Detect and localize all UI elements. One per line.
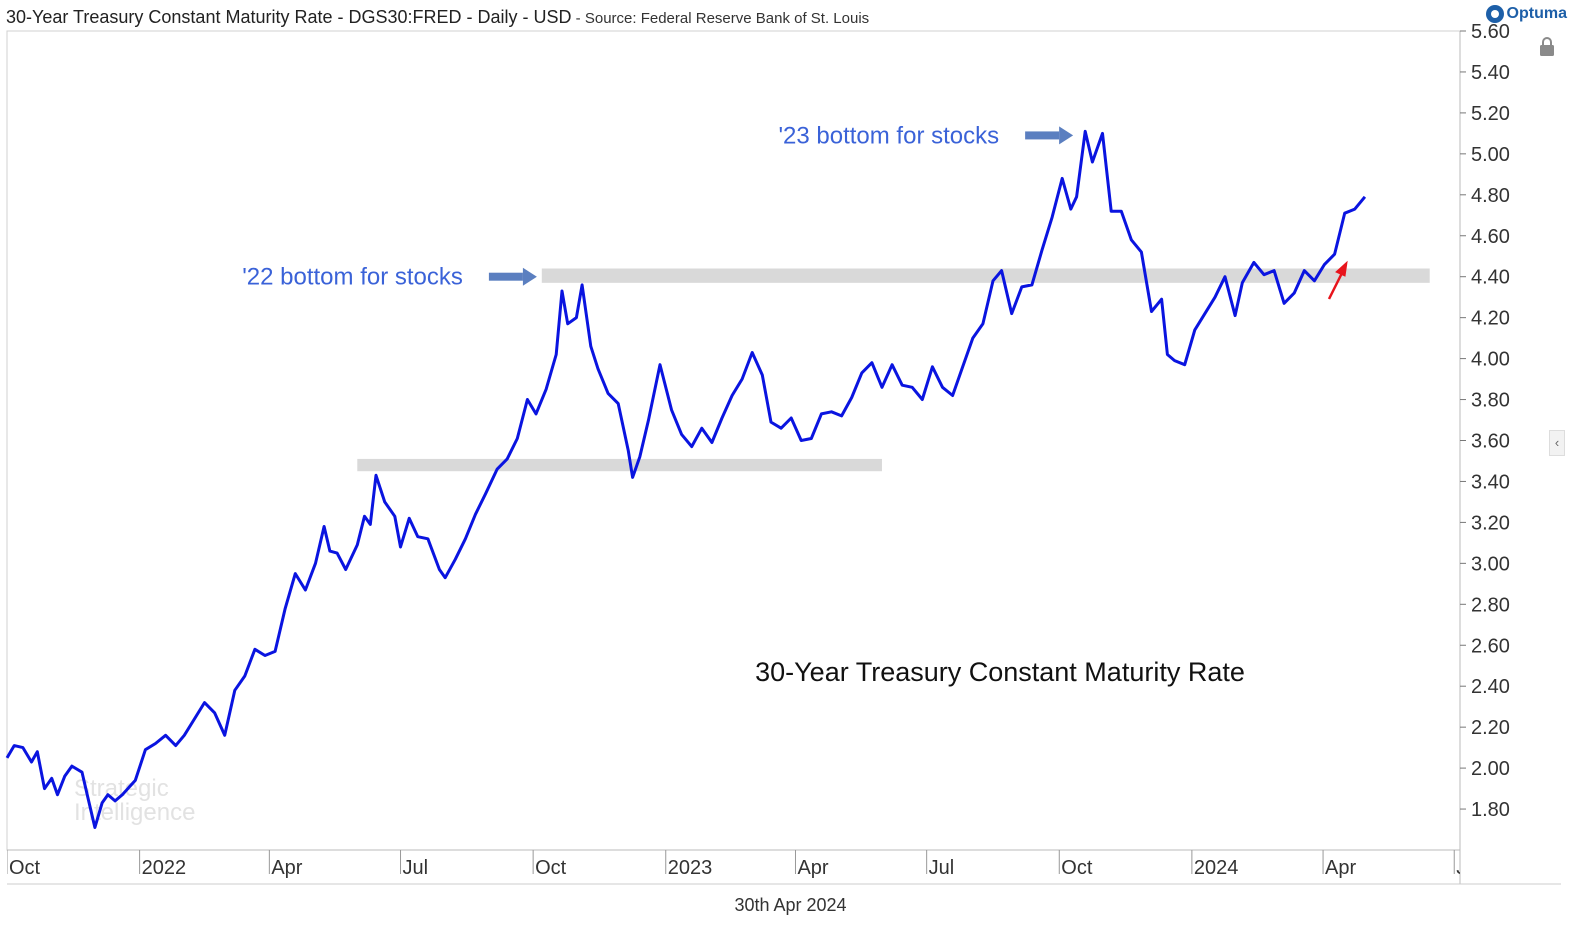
y-tick-label: 3.80 [1471,390,1510,412]
plot-area[interactable] [6,30,1461,851]
y-tick-label: 4.80 [1471,185,1510,207]
chart-header-title: 30-Year Treasury Constant Maturity Rate … [6,7,869,28]
support-bands [357,268,1430,472]
chevron-left-icon[interactable]: ‹ [1549,430,1565,456]
red-arrow-icon [1327,260,1348,300]
lock-icon[interactable] [1537,36,1557,58]
x-tick-label: Oct [535,857,567,879]
y-tick-label: 2.20 [1471,717,1510,739]
series-line[interactable] [5,129,1367,829]
y-tick-label: 3.40 [1471,471,1510,493]
header-source-text: - Source: Federal Reserve Bank of St. Lo… [571,10,870,27]
y-tick-label: 2.40 [1471,676,1510,698]
y-tick-label: 4.60 [1471,226,1510,248]
optuma-logo-icon [1485,5,1504,23]
x-tick-label: Jul [403,857,429,879]
y-tick-label: 3.60 [1471,431,1510,453]
chart-title: 30-Year Treasury Constant Maturity Rate [755,657,1245,687]
annotation-arrow-shaft [1025,131,1060,140]
x-tick-label: Jul [1456,857,1482,879]
x-tick-label: 2024 [1194,857,1239,879]
header-title-text: 30-Year Treasury Constant Maturity Rate … [6,7,572,27]
x-axis-ticks: Oct 2022 Apr Jul Oct 2023 Apr Jul Oct 2024 Apr Jul [7,850,1482,879]
x-tick-label: Jul [929,857,955,879]
y-tick-label: 2.00 [1471,758,1510,780]
y-tick-label: 4.00 [1471,349,1510,371]
annotation-arrow-icon [1059,126,1074,145]
x-tick-label: 2023 [668,857,713,879]
y-tick-label: 2.60 [1471,635,1510,657]
x-tick-label: Apr [797,857,828,879]
y-tick-label: 4.20 [1471,308,1510,330]
annotation-label-2: '23 bottom for stocks [778,122,999,149]
y-tick-label: 3.20 [1471,512,1510,534]
y-tick-label: 4.40 [1471,267,1510,289]
watermark-line-1: Strategic [74,775,169,802]
brand-name: Optuma [1506,5,1567,22]
annotation-arrow-shaft [488,272,523,281]
support-band-2 [541,268,1430,283]
annotation-label-1: '22 bottom for stocks [242,264,463,291]
chart-header: 30-Year Treasury Constant Maturity Rate … [0,0,1581,32]
y-tick-label: 1.80 [1471,799,1510,821]
x-tick-label: Oct [9,857,41,879]
y-tick-label: 3.00 [1471,553,1510,575]
x-tick-label: 2022 [142,857,187,879]
y-tick-label: 2.80 [1471,594,1510,616]
brand-logo: Optuma [1485,5,1567,23]
support-band-1 [357,458,882,472]
annotation-arrow-icon [522,267,537,286]
y-tick-label: 5.60 [1471,21,1510,43]
x-tick-label: Apr [271,857,302,879]
x-tick-label: Apr [1325,857,1356,879]
annotations: '22 bottom for stocks '23 bottom for stoc… [242,122,1074,291]
y-tick-label: 5.00 [1471,144,1510,166]
x-tick-label: Oct [1061,857,1093,879]
y-tick-label: 5.40 [1471,62,1510,84]
footer-date: 30th Apr 2024 [734,895,847,915]
y-tick-label: 5.20 [1471,103,1510,125]
y-axis-ticks: 1.80 2.00 2.20 2.40 2.60 2.80 3.00 3.20 3.40 3.60… [1460,21,1510,821]
watermark: Strategic Intelligence [74,775,195,826]
